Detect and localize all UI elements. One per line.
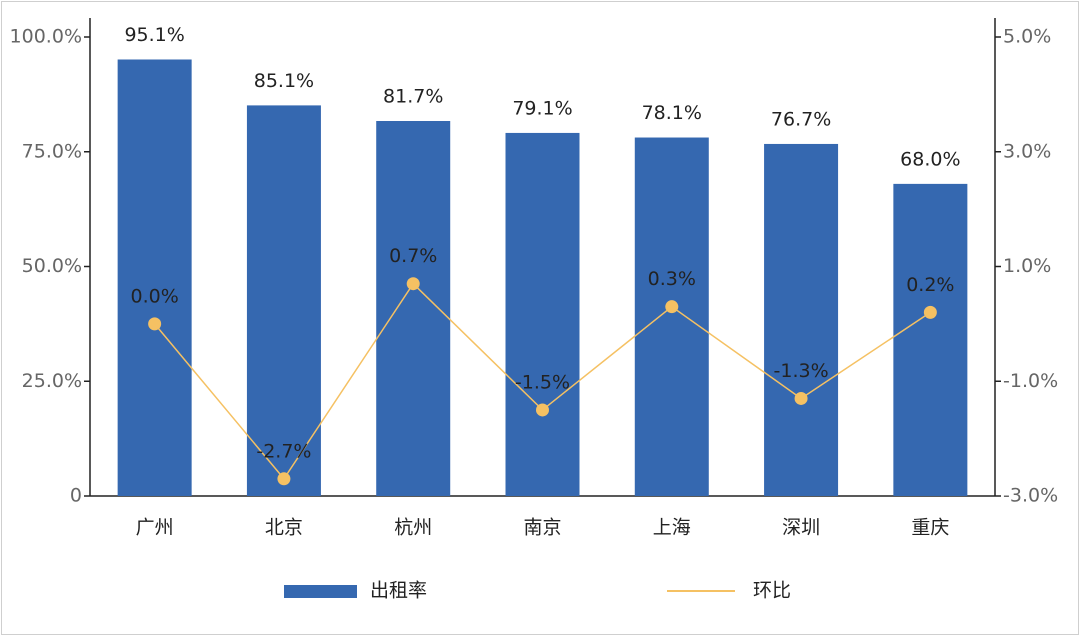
x-tick-label: 北京: [265, 517, 303, 539]
line-value-label: -1.5%: [515, 371, 570, 393]
line-point: [406, 277, 420, 291]
y-tick-label: 25.0%: [22, 370, 82, 392]
bar: [634, 137, 709, 496]
line-value-label: -1.3%: [774, 360, 829, 382]
x-tick-label: 广州: [136, 517, 174, 539]
legend-swatch: [284, 585, 357, 598]
y2-tick-label: 3.0%: [1003, 140, 1051, 162]
bar-value-label: 81.7%: [383, 85, 443, 107]
x-tick-label: 深圳: [782, 517, 820, 539]
bar-value-label: 95.1%: [124, 24, 184, 46]
bar: [764, 143, 839, 496]
legend-label: 环比: [753, 580, 791, 602]
line-value-label: 0.7%: [389, 245, 437, 267]
line-point: [148, 317, 162, 331]
bar-value-label: 79.1%: [512, 97, 572, 119]
x-tick-label: 上海: [653, 517, 691, 539]
x-tick-label: 杭州: [394, 517, 432, 539]
line-point: [923, 305, 937, 319]
x-tick-label: 南京: [523, 517, 561, 539]
y2-tick-label: -1.0%: [1003, 370, 1058, 392]
y2-tick-label: 1.0%: [1003, 255, 1051, 277]
bar-value-label: 78.1%: [642, 102, 702, 124]
bar: [893, 183, 968, 496]
x-tick-label: 重庆: [911, 517, 949, 539]
bar: [505, 132, 580, 496]
line-point: [277, 472, 291, 486]
line-point: [794, 391, 808, 405]
line-value-label: 0.0%: [131, 285, 179, 307]
line-value-label: -2.7%: [256, 440, 311, 462]
bar-value-label: 85.1%: [254, 70, 314, 92]
bar: [246, 105, 321, 497]
y-tick-label: 0: [70, 485, 82, 507]
y-tick-label: 100.0%: [10, 26, 82, 48]
bar-value-label: 68.0%: [900, 148, 960, 170]
line-value-label: 0.3%: [648, 268, 696, 290]
line-value-label: 0.2%: [906, 274, 954, 296]
y2-tick-label: 5.0%: [1003, 26, 1051, 48]
y-tick-label: 50.0%: [22, 255, 82, 277]
y2-tick-label: -3.0%: [1003, 485, 1058, 507]
legend-label: 出租率: [370, 580, 427, 602]
bar: [117, 59, 192, 497]
line-point: [536, 403, 549, 417]
bar-value-label: 76.7%: [771, 108, 831, 130]
y-tick-label: 75.0%: [22, 140, 82, 162]
line-point: [665, 300, 679, 314]
